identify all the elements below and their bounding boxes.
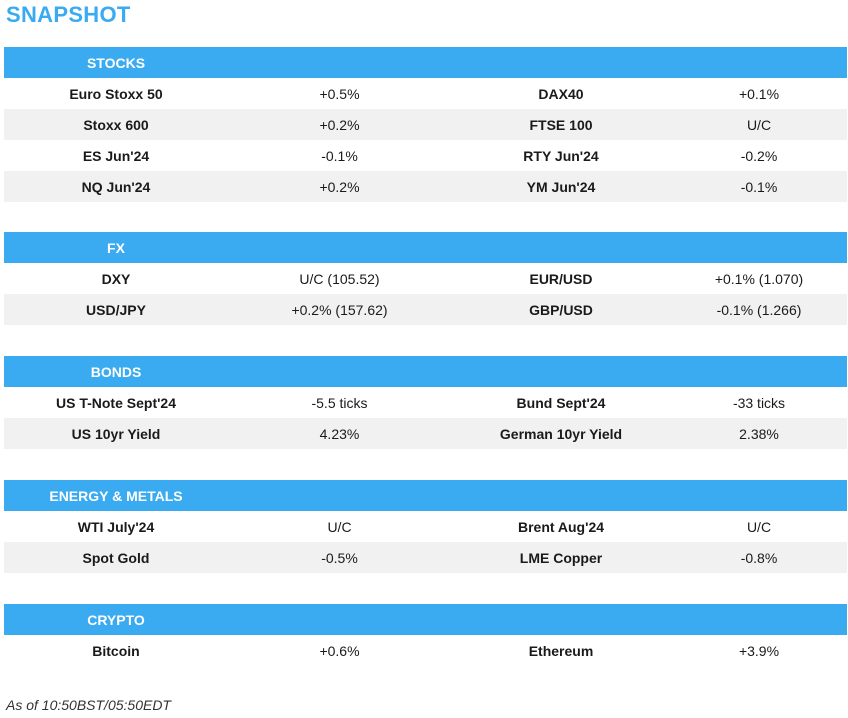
instrument-change: +0.2% (157.62)	[291, 301, 388, 318]
instrument-change: -0.2%	[740, 147, 778, 164]
instrument-name: ES Jun'24	[82, 147, 150, 164]
energy-metals-header: ENERGY & METALS	[4, 480, 847, 511]
fx-section: FX DXY U/C (105.52) EUR/USD +0.1% (1.070…	[4, 232, 847, 325]
crypto-section: CRYPTO Bitcoin +0.6% Ethereum +3.9%	[4, 604, 847, 666]
table-row: US 10yr Yield 4.23% German 10yr Yield 2.…	[4, 418, 847, 449]
instrument-name: German 10yr Yield	[499, 425, 623, 442]
instrument-name: Bitcoin	[92, 642, 140, 659]
instrument-name: Bund Sept'24	[516, 394, 606, 411]
instrument-name: YM Jun'24	[526, 178, 596, 195]
instrument-change: 4.23%	[319, 425, 360, 442]
table-row: Bitcoin +0.6% Ethereum +3.9%	[4, 635, 847, 666]
crypto-header: CRYPTO	[4, 604, 847, 635]
page-title: SNAPSHOT	[6, 2, 131, 27]
instrument-change: +0.1%	[738, 85, 780, 102]
instrument-change: U/C	[746, 116, 772, 133]
instrument-name: DAX40	[538, 85, 584, 102]
instrument-name: Stoxx 600	[83, 116, 149, 133]
energy-metals-section: ENERGY & METALS WTI July'24 U/C Brent Au…	[4, 480, 847, 573]
instrument-change: 2.38%	[739, 425, 779, 442]
instrument-name: GBP/USD	[529, 301, 593, 318]
instrument-name: DXY	[101, 270, 131, 287]
table-row: ES Jun'24 -0.1% RTY Jun'24 -0.2%	[4, 140, 847, 171]
table-row: US T-Note Sept'24 -5.5 ticks Bund Sept'2…	[4, 387, 847, 418]
instrument-name: NQ Jun'24	[81, 178, 151, 195]
instrument-name: WTI July'24	[77, 518, 155, 535]
instrument-name: EUR/USD	[529, 270, 593, 287]
instrument-change: +0.2%	[319, 178, 360, 195]
instrument-change: -0.5%	[321, 549, 358, 566]
instrument-change: -0.1%	[321, 147, 358, 164]
instrument-change: -0.1%	[740, 178, 778, 195]
fx-header-label: FX	[107, 239, 125, 256]
instrument-change: -5.5 ticks	[311, 394, 368, 411]
table-row: WTI July'24 U/C Brent Aug'24 U/C	[4, 511, 847, 542]
instrument-change: +3.9%	[738, 642, 780, 659]
table-row: Spot Gold -0.5% LME Copper -0.8%	[4, 542, 847, 573]
instrument-name: USD/JPY	[86, 301, 146, 318]
table-row: Stoxx 600 +0.2% FTSE 100 U/C	[4, 109, 847, 140]
fx-header: FX	[4, 232, 847, 263]
instrument-name: Brent Aug'24	[517, 518, 605, 535]
instrument-change: +0.1% (1.070)	[714, 270, 804, 287]
stocks-header-label: STOCKS	[86, 54, 146, 71]
instrument-change: +0.6%	[319, 642, 360, 659]
instrument-name: US T-Note Sept'24	[55, 394, 177, 411]
instrument-name: FTSE 100	[529, 116, 593, 133]
table-row: USD/JPY +0.2% (157.62) GBP/USD -0.1% (1.…	[4, 294, 847, 325]
instrument-change: U/C	[327, 518, 352, 535]
bonds-section: BONDS US T-Note Sept'24 -5.5 ticks Bund …	[4, 356, 847, 449]
bonds-header-label: BONDS	[90, 363, 142, 380]
instrument-change: +0.5%	[319, 85, 360, 102]
instrument-name: LME Copper	[519, 549, 603, 566]
stocks-section: STOCKS Euro Stoxx 50 +0.5% DAX40 +0.1% S…	[4, 47, 847, 202]
bonds-header: BONDS	[4, 356, 847, 387]
instrument-change: -33 ticks	[732, 394, 786, 411]
crypto-header-label: CRYPTO	[87, 611, 145, 628]
instrument-change: U/C	[746, 518, 772, 535]
instrument-change: +0.2%	[319, 116, 360, 133]
instrument-name: Spot Gold	[82, 549, 150, 566]
instrument-change: -0.8%	[740, 549, 778, 566]
instrument-change: -0.1% (1.266)	[716, 301, 802, 318]
stocks-header: STOCKS	[4, 47, 847, 78]
instrument-change: U/C (105.52)	[299, 270, 380, 287]
instrument-name: US 10yr Yield	[71, 425, 161, 442]
table-row: DXY U/C (105.52) EUR/USD +0.1% (1.070)	[4, 263, 847, 294]
instrument-name: Euro Stoxx 50	[69, 85, 163, 102]
table-row: Euro Stoxx 50 +0.5% DAX40 +0.1%	[4, 78, 847, 109]
timestamp-note: As of 10:50BST/05:50EDT	[6, 697, 171, 713]
instrument-name: Ethereum	[528, 642, 594, 659]
instrument-name: RTY Jun'24	[523, 147, 599, 164]
table-row: NQ Jun'24 +0.2% YM Jun'24 -0.1%	[4, 171, 847, 202]
energy-metals-header-label: ENERGY & METALS	[49, 487, 183, 504]
